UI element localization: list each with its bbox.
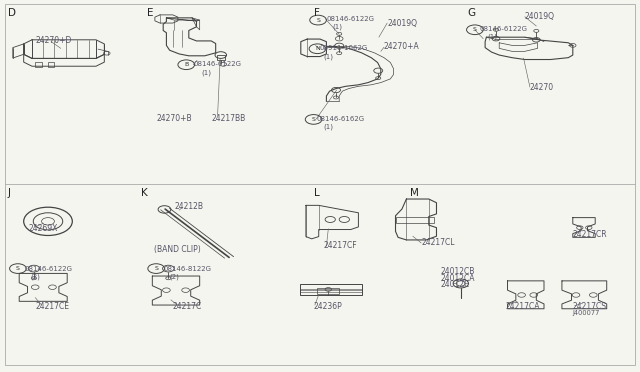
Text: 24217BB: 24217BB xyxy=(211,114,246,123)
Text: 24270: 24270 xyxy=(530,83,554,92)
Text: 24012C: 24012C xyxy=(440,280,470,289)
Text: S: S xyxy=(16,266,20,271)
Text: 08146-6162G: 08146-6162G xyxy=(316,116,364,122)
Text: 24217C: 24217C xyxy=(173,302,202,311)
Text: 24236P: 24236P xyxy=(314,302,342,311)
Bar xyxy=(48,62,54,67)
Text: (1): (1) xyxy=(202,69,212,76)
Text: 24270+B: 24270+B xyxy=(156,114,192,123)
Text: 24012CB: 24012CB xyxy=(440,267,475,276)
Text: (1): (1) xyxy=(323,53,333,60)
Bar xyxy=(300,284,362,295)
Text: (1): (1) xyxy=(333,23,343,30)
Text: 08146-6122G: 08146-6122G xyxy=(480,26,528,32)
Text: 24019Q: 24019Q xyxy=(387,19,417,28)
Text: 24217CL: 24217CL xyxy=(421,238,454,247)
Text: (2): (2) xyxy=(31,273,40,280)
Bar xyxy=(317,288,339,294)
Bar xyxy=(300,289,362,290)
Text: (2): (2) xyxy=(170,273,179,280)
Text: (1): (1) xyxy=(488,33,498,40)
Text: (BAND CLIP): (BAND CLIP) xyxy=(154,245,200,254)
Text: 08911-1062G: 08911-1062G xyxy=(319,45,367,51)
Text: 08146-6122G: 08146-6122G xyxy=(326,16,374,22)
Text: G: G xyxy=(467,8,476,18)
Text: S: S xyxy=(154,266,158,271)
Text: K: K xyxy=(141,189,148,198)
Text: 24019Q: 24019Q xyxy=(525,12,555,21)
Text: S: S xyxy=(473,27,477,32)
Text: 24217CS: 24217CS xyxy=(573,302,607,311)
Text: 24269X: 24269X xyxy=(29,224,58,232)
Text: D: D xyxy=(8,8,15,18)
Text: 24217CE: 24217CE xyxy=(35,302,69,311)
Text: L: L xyxy=(314,189,319,198)
Text: J: J xyxy=(8,189,11,198)
Text: S: S xyxy=(316,17,320,23)
Text: (1): (1) xyxy=(324,124,334,130)
Text: M: M xyxy=(410,189,419,198)
Text: F: F xyxy=(314,8,319,18)
Text: 24217CF: 24217CF xyxy=(323,241,357,250)
Text: 08146-6122G: 08146-6122G xyxy=(193,61,241,67)
Text: N: N xyxy=(315,46,320,51)
Text: E: E xyxy=(147,8,154,18)
Bar xyxy=(217,55,225,60)
Text: 08146-8122G: 08146-8122G xyxy=(163,266,211,272)
Text: 24270+A: 24270+A xyxy=(384,42,420,51)
Text: 24212B: 24212B xyxy=(174,202,203,211)
Text: 24012CA: 24012CA xyxy=(440,274,475,283)
Bar xyxy=(35,62,42,67)
Text: 24217CA: 24217CA xyxy=(506,302,540,311)
Text: 08146-6122G: 08146-6122G xyxy=(24,266,72,272)
Text: 24270+D: 24270+D xyxy=(35,36,72,45)
Text: B: B xyxy=(184,62,188,67)
Bar xyxy=(396,217,434,223)
Text: J400077: J400077 xyxy=(573,310,600,316)
Text: S: S xyxy=(312,117,316,122)
Text: 24217CR: 24217CR xyxy=(573,230,607,239)
